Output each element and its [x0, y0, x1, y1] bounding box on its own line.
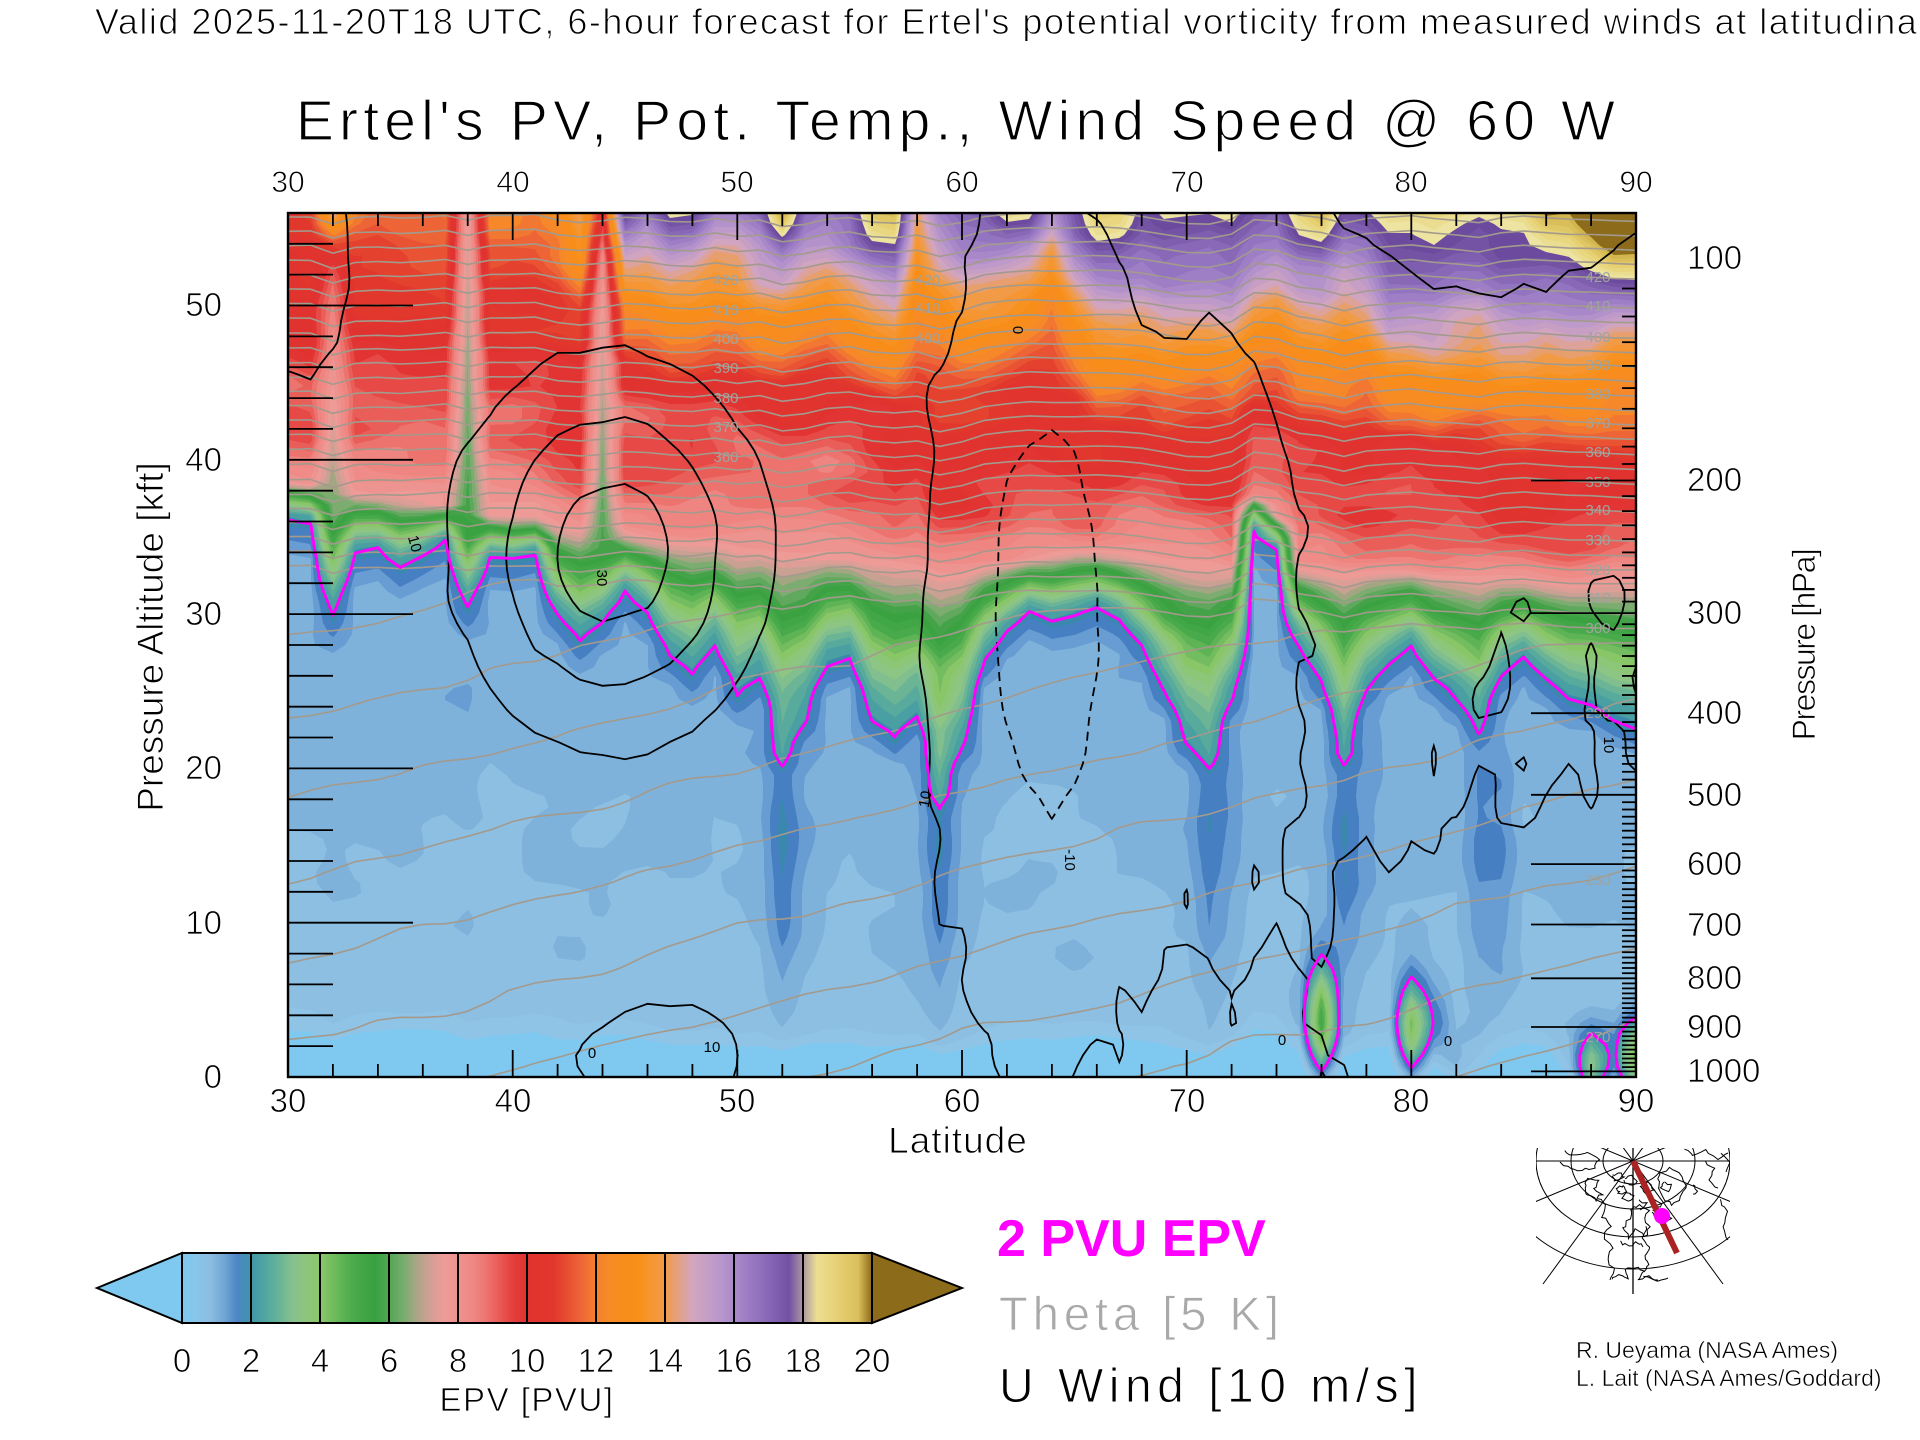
- svg-text:90: 90: [1619, 166, 1652, 199]
- svg-text:400: 400: [915, 330, 940, 347]
- svg-text:300: 300: [1687, 594, 1742, 631]
- svg-text:-10: -10: [1061, 849, 1078, 871]
- svg-text:Ertel's PV, Pot. Temp., Wind S: Ertel's PV, Pot. Temp., Wind Speed @ 60 …: [296, 89, 1620, 153]
- svg-text:320: 320: [1585, 562, 1610, 579]
- svg-text:60: 60: [944, 1082, 981, 1119]
- svg-text:10: 10: [185, 904, 222, 941]
- svg-text:0: 0: [173, 1342, 191, 1379]
- svg-text:420: 420: [713, 272, 738, 289]
- svg-text:20: 20: [185, 749, 222, 786]
- svg-text:360: 360: [1585, 444, 1610, 461]
- svg-text:40: 40: [185, 441, 222, 478]
- svg-text:500: 500: [1687, 776, 1742, 813]
- svg-text:0: 0: [1444, 1033, 1452, 1050]
- svg-text:L. Lait (NASA Ames/Goddard): L. Lait (NASA Ames/Goddard): [1576, 1365, 1882, 1391]
- svg-text:10: 10: [1600, 737, 1617, 754]
- svg-text:380: 380: [713, 390, 738, 407]
- svg-text:2 PVU EPV: 2 PVU EPV: [997, 1210, 1266, 1268]
- svg-text:280: 280: [1585, 872, 1610, 889]
- svg-text:10: 10: [704, 1039, 721, 1056]
- svg-text:400: 400: [1687, 694, 1742, 731]
- svg-text:90: 90: [1618, 1082, 1655, 1119]
- svg-text:900: 900: [1687, 1008, 1742, 1045]
- svg-text:330: 330: [1585, 532, 1610, 549]
- svg-text:700: 700: [1687, 906, 1742, 943]
- svg-text:18: 18: [785, 1342, 822, 1379]
- svg-text:80: 80: [1393, 1082, 1430, 1119]
- svg-text:30: 30: [593, 570, 610, 587]
- svg-text:340: 340: [1585, 502, 1610, 519]
- svg-text:10: 10: [404, 534, 425, 555]
- svg-text:0: 0: [204, 1058, 222, 1095]
- svg-text:12: 12: [578, 1342, 615, 1379]
- svg-text:0: 0: [588, 1045, 596, 1062]
- svg-text:390: 390: [713, 360, 738, 377]
- svg-text:10: 10: [509, 1342, 546, 1379]
- svg-text:410: 410: [915, 300, 940, 317]
- svg-text:30: 30: [270, 1082, 307, 1119]
- svg-text:50: 50: [719, 1082, 756, 1119]
- svg-text:Latitude: Latitude: [888, 1120, 1028, 1161]
- svg-text:0: 0: [1009, 326, 1026, 334]
- svg-text:400: 400: [1585, 329, 1610, 346]
- svg-text:Pressure Altitude [kft]: Pressure Altitude [kft]: [130, 462, 171, 812]
- svg-text:40: 40: [496, 166, 529, 199]
- svg-text:4: 4: [311, 1342, 329, 1379]
- svg-text:U Wind [10 m/s]: U Wind [10 m/s]: [999, 1360, 1423, 1413]
- svg-text:50: 50: [720, 166, 753, 199]
- svg-text:400: 400: [713, 331, 738, 348]
- svg-text:Theta [5 K]: Theta [5 K]: [999, 1287, 1284, 1340]
- svg-text:16: 16: [716, 1342, 753, 1379]
- svg-text:20: 20: [854, 1342, 891, 1379]
- svg-text:200: 200: [1687, 461, 1742, 498]
- svg-text:80: 80: [1394, 166, 1427, 199]
- svg-text:70: 70: [1169, 1082, 1206, 1119]
- svg-text:600: 600: [1687, 845, 1742, 882]
- svg-text:100: 100: [1687, 239, 1742, 276]
- svg-text:390: 390: [1585, 357, 1610, 374]
- svg-text:370: 370: [713, 419, 738, 436]
- svg-text:14: 14: [647, 1342, 684, 1379]
- svg-text:Valid 2025-11-20T18 UTC, 6-hou: Valid 2025-11-20T18 UTC, 6-hour forecast…: [95, 1, 1920, 42]
- svg-text:0: 0: [1278, 1032, 1286, 1049]
- svg-text:370: 370: [1585, 415, 1610, 432]
- svg-text:30: 30: [185, 595, 222, 632]
- svg-text:Pressure [hPa]: Pressure [hPa]: [1786, 550, 1822, 741]
- svg-text:350: 350: [1585, 474, 1610, 491]
- svg-text:10: 10: [916, 790, 936, 809]
- svg-text:300: 300: [1585, 620, 1610, 637]
- svg-text:1000: 1000: [1687, 1052, 1760, 1089]
- svg-text:420: 420: [915, 272, 940, 289]
- svg-text:50: 50: [185, 286, 222, 323]
- svg-text:60: 60: [945, 166, 978, 199]
- svg-text:2: 2: [242, 1342, 260, 1379]
- svg-text:800: 800: [1687, 959, 1742, 996]
- svg-text:6: 6: [380, 1342, 398, 1379]
- svg-text:270: 270: [1585, 1029, 1610, 1046]
- svg-text:30: 30: [271, 166, 304, 199]
- svg-text:EPV [PVU]: EPV [PVU]: [440, 1381, 615, 1418]
- svg-text:360: 360: [713, 449, 738, 466]
- svg-text:40: 40: [495, 1082, 532, 1119]
- svg-text:310: 310: [1585, 590, 1610, 607]
- svg-text:420: 420: [1585, 269, 1610, 286]
- svg-text:380: 380: [1585, 386, 1610, 403]
- svg-text:410: 410: [1585, 298, 1610, 315]
- svg-text:70: 70: [1170, 166, 1203, 199]
- svg-text:410: 410: [713, 302, 738, 319]
- svg-text:8: 8: [449, 1342, 467, 1379]
- svg-text:R. Ueyama (NASA Ames): R. Ueyama (NASA Ames): [1576, 1337, 1838, 1363]
